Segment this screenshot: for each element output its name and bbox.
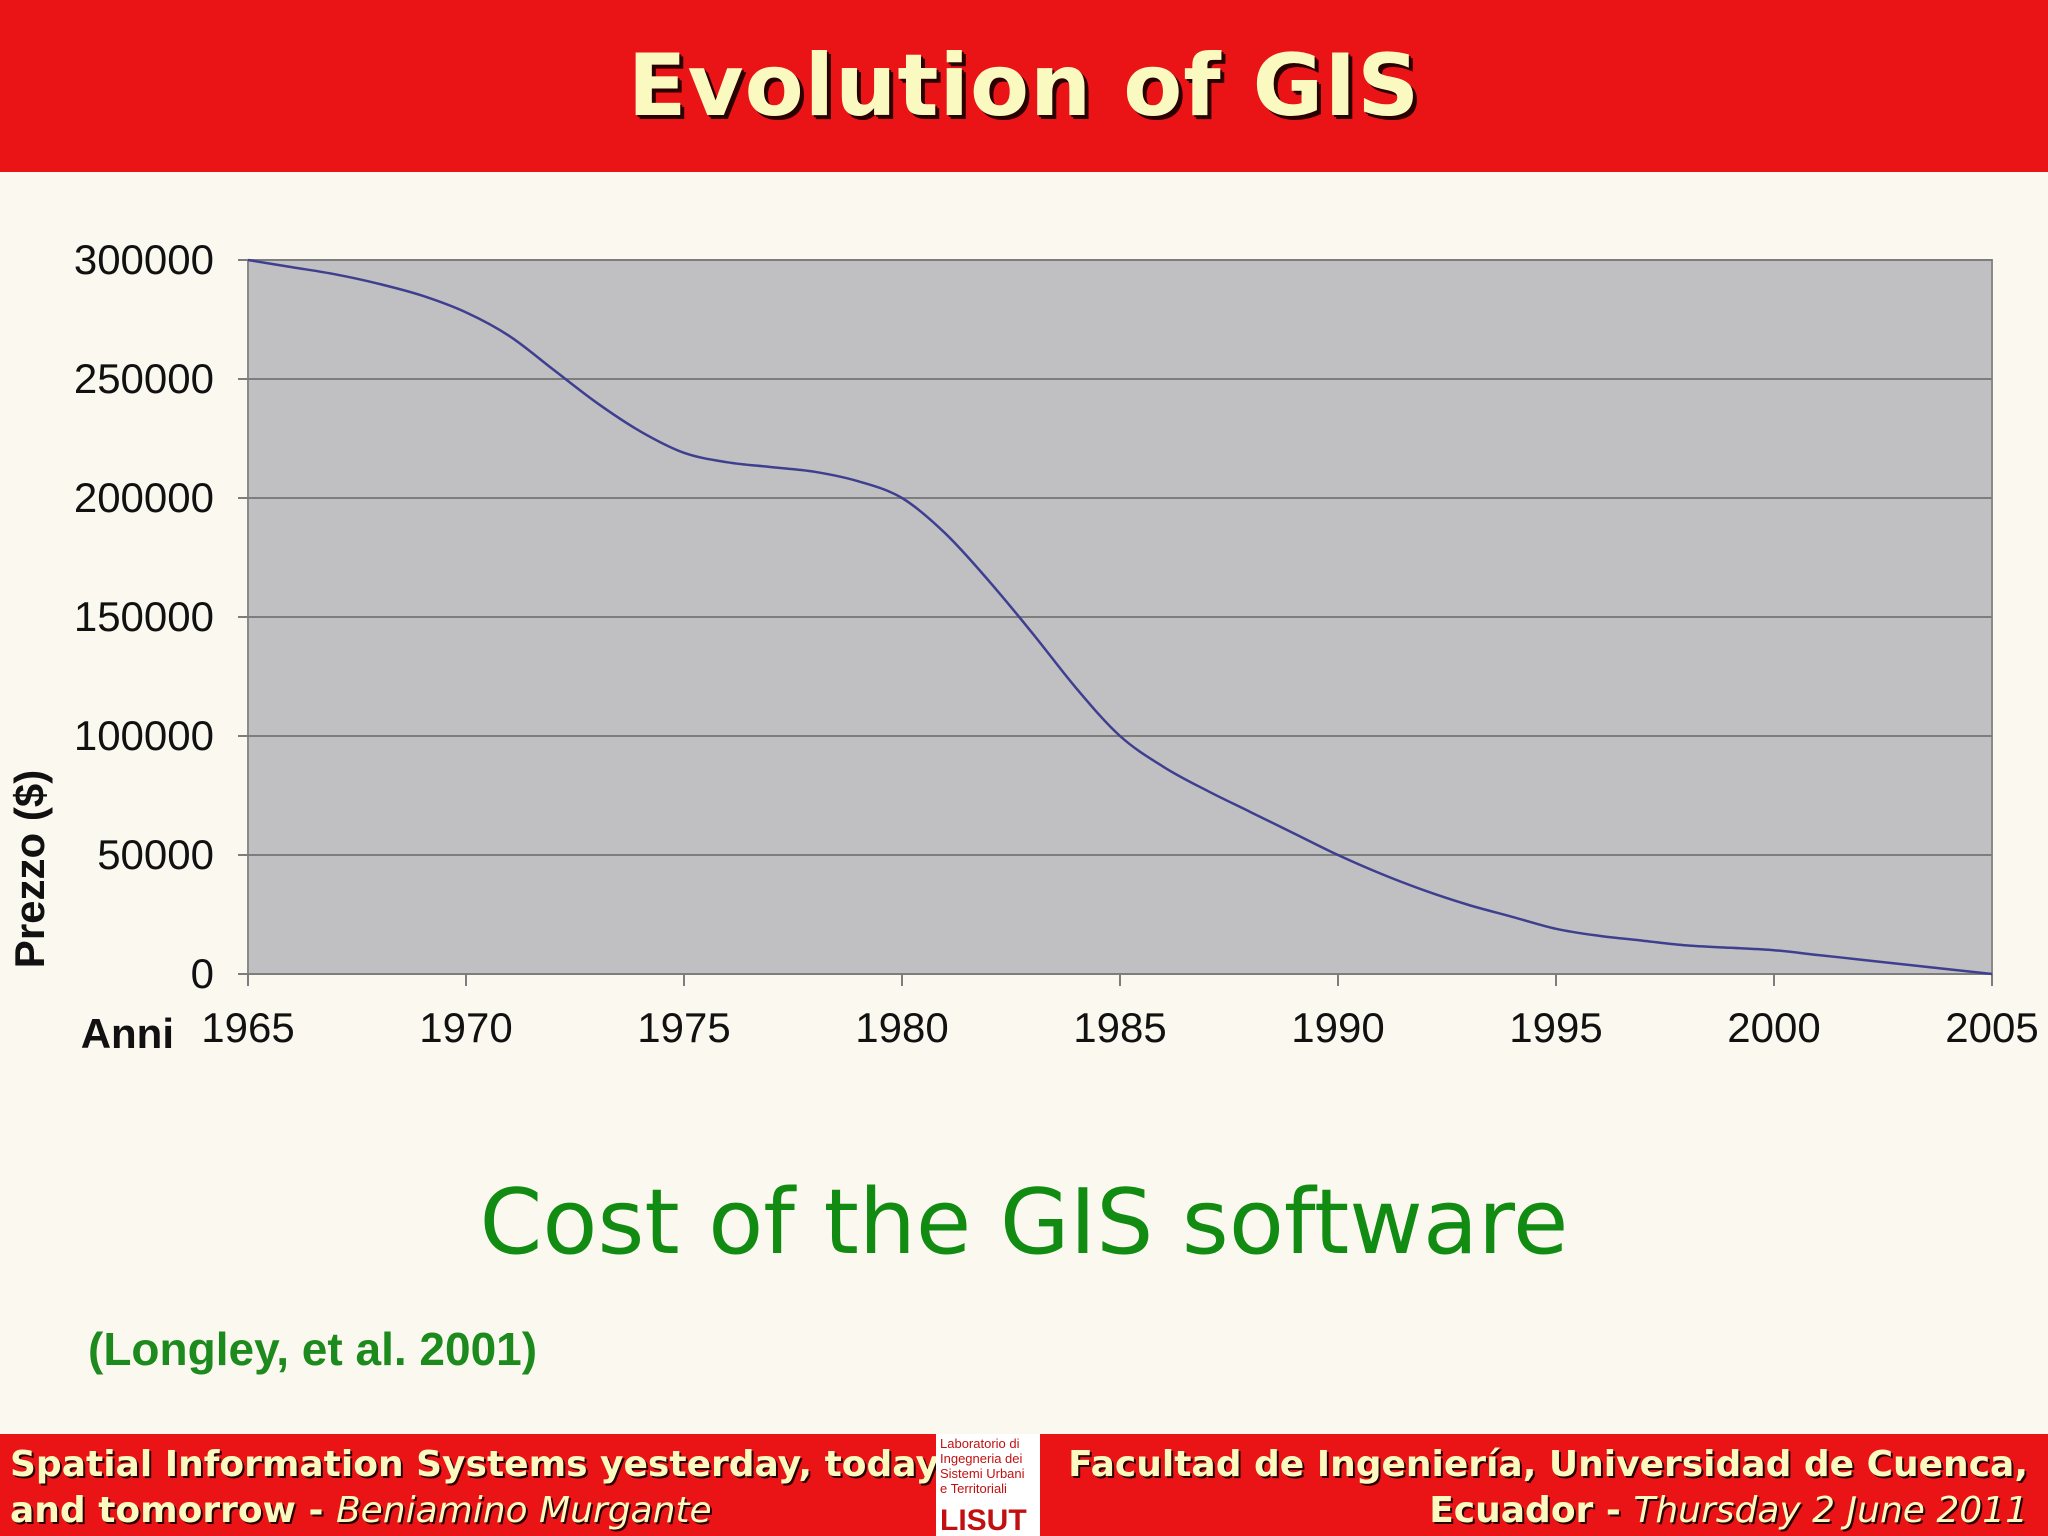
x-tick-label: 1990 bbox=[1291, 1004, 1384, 1051]
logo-mark: LISUT bbox=[940, 1504, 1027, 1536]
x-axis-label: Anni bbox=[81, 1010, 174, 1057]
x-tick-label: 1995 bbox=[1509, 1004, 1602, 1051]
footer-right-line2-bold: Ecuador - bbox=[1429, 1490, 1621, 1531]
footer-right: Facultad de Ingeniería, Universidad de C… bbox=[1068, 1442, 2028, 1534]
y-tick-label: 100000 bbox=[74, 712, 214, 759]
y-tick-label: 300000 bbox=[74, 236, 214, 283]
y-tick-label: 200000 bbox=[74, 474, 214, 521]
price-line-chart: 300000 250000 200000 150000 100000 50000 0 1965… bbox=[6, 236, 2039, 1057]
x-tick-label: 1980 bbox=[855, 1004, 948, 1051]
footer-bar: Spatial Information Systems yesterday, t… bbox=[0, 1434, 2048, 1536]
x-tick-label: 2005 bbox=[1945, 1004, 2038, 1051]
footer-author: Beniamino Murgante bbox=[335, 1490, 712, 1531]
logo-line: Ingegneria dei bbox=[940, 1451, 1023, 1466]
footer-left: Spatial Information Systems yesterday, t… bbox=[10, 1442, 939, 1534]
title-bar: Evolution of GIS bbox=[0, 0, 2048, 172]
x-tick-label: 1985 bbox=[1073, 1004, 1166, 1051]
footer-left-line2: and tomorrow - Beniamino Murgante bbox=[10, 1488, 939, 1534]
x-tick-label: 2000 bbox=[1727, 1004, 1820, 1051]
y-axis-label: Prezzo ($) bbox=[6, 770, 53, 968]
x-tick-label: 1965 bbox=[201, 1004, 294, 1051]
lisut-logo: Laboratorio di Ingegneria dei Sistemi Ur… bbox=[936, 1434, 1040, 1536]
logo-line: e Territoriali bbox=[940, 1481, 1007, 1496]
footer-left-line2-bold: and tomorrow - bbox=[10, 1490, 324, 1531]
citation: (Longley, et al. 2001) bbox=[88, 1323, 538, 1375]
chart-caption: Cost of the GIS software bbox=[479, 1170, 1569, 1275]
logo-text: Laboratorio di Ingegneria dei Sistemi Ur… bbox=[940, 1436, 1040, 1496]
series-line bbox=[247, 258, 1993, 976]
footer-left-line1: Spatial Information Systems yesterday, t… bbox=[10, 1444, 939, 1485]
slide-title: Evolution of GIS bbox=[627, 36, 1421, 136]
y-tick-label: 50000 bbox=[97, 831, 214, 878]
y-tick-label: 0 bbox=[191, 950, 214, 997]
y-tick-label: 250000 bbox=[74, 355, 214, 402]
x-tick-label: 1970 bbox=[419, 1004, 512, 1051]
footer-date: Thursday 2 June 2011 bbox=[1633, 1490, 2028, 1531]
footer-right-line1: Facultad de Ingeniería, Universidad de C… bbox=[1068, 1444, 2028, 1485]
y-tick-label: 150000 bbox=[74, 593, 214, 640]
logo-line: Laboratorio di bbox=[940, 1436, 1020, 1451]
logo-line: Sistemi Urbani bbox=[940, 1466, 1025, 1481]
x-tick-label: 1975 bbox=[637, 1004, 730, 1051]
footer-right-line2: Ecuador - Thursday 2 June 2011 bbox=[1068, 1488, 2028, 1534]
